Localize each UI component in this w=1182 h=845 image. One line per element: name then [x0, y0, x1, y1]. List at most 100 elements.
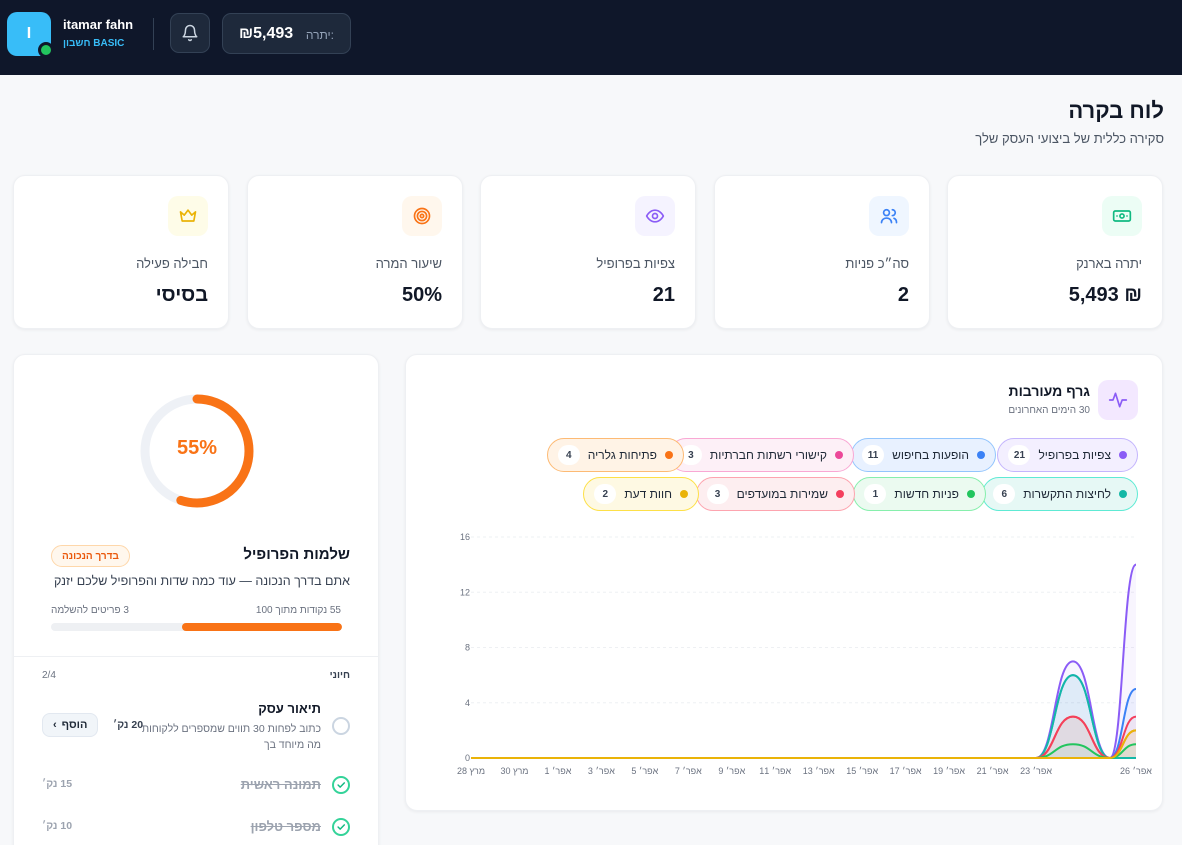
y-tick-label: 12	[460, 587, 470, 597]
x-tick-label: 26 אפר׳	[1120, 766, 1152, 776]
x-tick-label: 17 אפר׳	[890, 766, 922, 776]
series-area	[471, 730, 1136, 758]
series-line[interactable]	[471, 674, 1136, 760]
stat-card-package[interactable]: חבילה פעילה בסיסי	[13, 175, 229, 329]
top-bar: I itamar fahn חשבון BASIC יתרה: ₪5,493	[0, 0, 1182, 75]
legend-label: צפיות בפרופיל	[1038, 448, 1111, 462]
legend-count: 1	[864, 484, 887, 504]
series-line[interactable]	[471, 729, 1137, 760]
stat-card-inquiries[interactable]: סה״כ פניות 2	[714, 175, 930, 329]
stat-value: 21	[652, 284, 675, 306]
series-line[interactable]	[471, 743, 1137, 760]
crown-svg	[179, 209, 197, 222]
x-tick-label: 23 אפר׳	[1020, 766, 1052, 776]
cash-svg	[1112, 210, 1132, 222]
chart-subtitle: 30 הימים האחרונים	[1008, 405, 1090, 416]
legend-chip[interactable]: שמירות במועדפים 3	[695, 477, 855, 511]
x-tick-label: 21 אפר׳	[977, 766, 1009, 776]
profile-completion-title: שלמות הפרופיל	[243, 546, 350, 563]
y-tick-label: 16	[460, 532, 470, 542]
x-tick-label: 30 מרץ	[500, 766, 528, 776]
profile-completion-card: 55% שלמות הפרופיל בדרך הנכונה אתם בדרך ה…	[13, 354, 379, 845]
task-description: כתוב לפחות 30 תווים שמספרים ללקוחות מה מ…	[141, 723, 321, 751]
stat-value: בסיסי	[155, 284, 208, 306]
task-title: תמונה ראשית	[240, 777, 321, 792]
target-svg	[413, 207, 431, 225]
legend-chip[interactable]: קישורי רשתות חברתיות 3	[668, 438, 854, 472]
x-tick-label: 19 אפר׳	[933, 766, 965, 776]
x-tick-label: 15 אפר׳	[846, 766, 878, 776]
points-text: 55 נקודות מתוך 100	[255, 605, 341, 616]
x-tick-label: 5 אפר׳	[631, 766, 658, 776]
account-plan: חשבון BASIC	[63, 38, 125, 49]
legend-dot	[1119, 451, 1127, 459]
user-name: itamar fahn	[63, 17, 134, 32]
legend-dot	[665, 451, 673, 459]
legend-chip[interactable]: פתיחות גלריה 4	[546, 438, 684, 472]
completion-ring	[140, 394, 254, 508]
crown-icon	[168, 196, 208, 236]
legend-chip[interactable]: הופעות בחיפוש 11	[851, 438, 996, 472]
legend-dot	[1119, 490, 1127, 498]
eye-svg	[645, 209, 665, 223]
x-tick-label: 13 אפר׳	[803, 766, 835, 776]
users-svg	[880, 208, 898, 224]
bell-icon	[182, 24, 198, 42]
target-icon	[402, 196, 442, 236]
notifications-button[interactable]	[170, 13, 210, 53]
completion-progress-bar	[51, 623, 342, 631]
balance-value: ₪5,493	[239, 25, 294, 42]
legend-dot	[836, 490, 844, 498]
legend-chip[interactable]: לחיצות התקשרות 6	[982, 477, 1138, 511]
task-checkbox[interactable]	[332, 717, 350, 735]
y-tick-label: 0	[465, 753, 470, 763]
task-points: 15 נק׳	[42, 778, 73, 790]
stat-label: צפיות בפרופיל	[596, 256, 675, 271]
stat-card-profile-views[interactable]: צפיות בפרופיל 21	[480, 175, 696, 329]
stat-card-conversion[interactable]: שיעור המרה 50%	[247, 175, 463, 329]
balance-box[interactable]: יתרה: ₪5,493	[222, 13, 351, 54]
series-line[interactable]	[471, 563, 1137, 760]
legend-label: פתיחות גלריה	[587, 448, 657, 462]
check-icon	[337, 824, 346, 830]
stat-label: שיעור המרה	[375, 256, 442, 271]
legend-label: שמירות במועדפים	[736, 487, 828, 501]
task-title: מספר טלפון	[250, 819, 321, 834]
eye-icon	[635, 196, 675, 236]
legend-dot	[977, 451, 985, 459]
task-completed-check	[332, 818, 350, 836]
check-icon	[337, 782, 346, 788]
y-tick-label: 4	[465, 698, 470, 708]
add-business-description-button[interactable]: הוסף ›	[42, 713, 99, 737]
series-area	[471, 675, 1136, 758]
series-area	[471, 564, 1136, 758]
cash-icon	[1102, 196, 1142, 236]
series-area	[471, 716, 1136, 758]
x-tick-label: 1 אפר׳	[544, 766, 571, 776]
legend-label: פניות חדשות	[894, 487, 959, 501]
profile-completion-description: אתם בדרך הנכונה — עוד כמה שדות והפרופיל …	[54, 574, 350, 588]
activity-icon	[1098, 380, 1138, 420]
series-area	[471, 675, 1136, 758]
remaining-items-text: 3 פריטים להשלמה	[51, 605, 129, 616]
legend-chip[interactable]: חוות דעת 2	[583, 477, 699, 511]
legend-chip[interactable]: צפיות בפרופיל 21	[997, 438, 1138, 472]
avatar[interactable]: I	[7, 12, 51, 56]
series-line[interactable]	[471, 715, 1137, 760]
status-badge: בדרך הנכונה	[51, 545, 130, 567]
legend-count: 3	[679, 445, 702, 465]
stat-card-wallet[interactable]: יתרה בארנק ₪ 5,493	[947, 175, 1163, 329]
balance-label: יתרה:	[305, 28, 334, 42]
legend-label: קישורי רשתות חברתיות	[709, 448, 827, 462]
legend-chip[interactable]: פניות חדשות 1	[853, 477, 986, 511]
legend-dot	[680, 490, 688, 498]
page-subtitle: סקירה כללית של ביצועי העסק שלך	[975, 131, 1164, 146]
legend-count: 4	[557, 445, 580, 465]
series-area	[471, 716, 1136, 758]
task-completed-check	[332, 776, 350, 794]
series-line[interactable]	[471, 674, 1137, 760]
add-button-label: הוסף	[61, 719, 88, 731]
x-tick-label: 11 אפר׳	[759, 766, 791, 776]
series-line[interactable]	[471, 715, 1137, 760]
task-points: 10 נק׳	[42, 820, 73, 832]
